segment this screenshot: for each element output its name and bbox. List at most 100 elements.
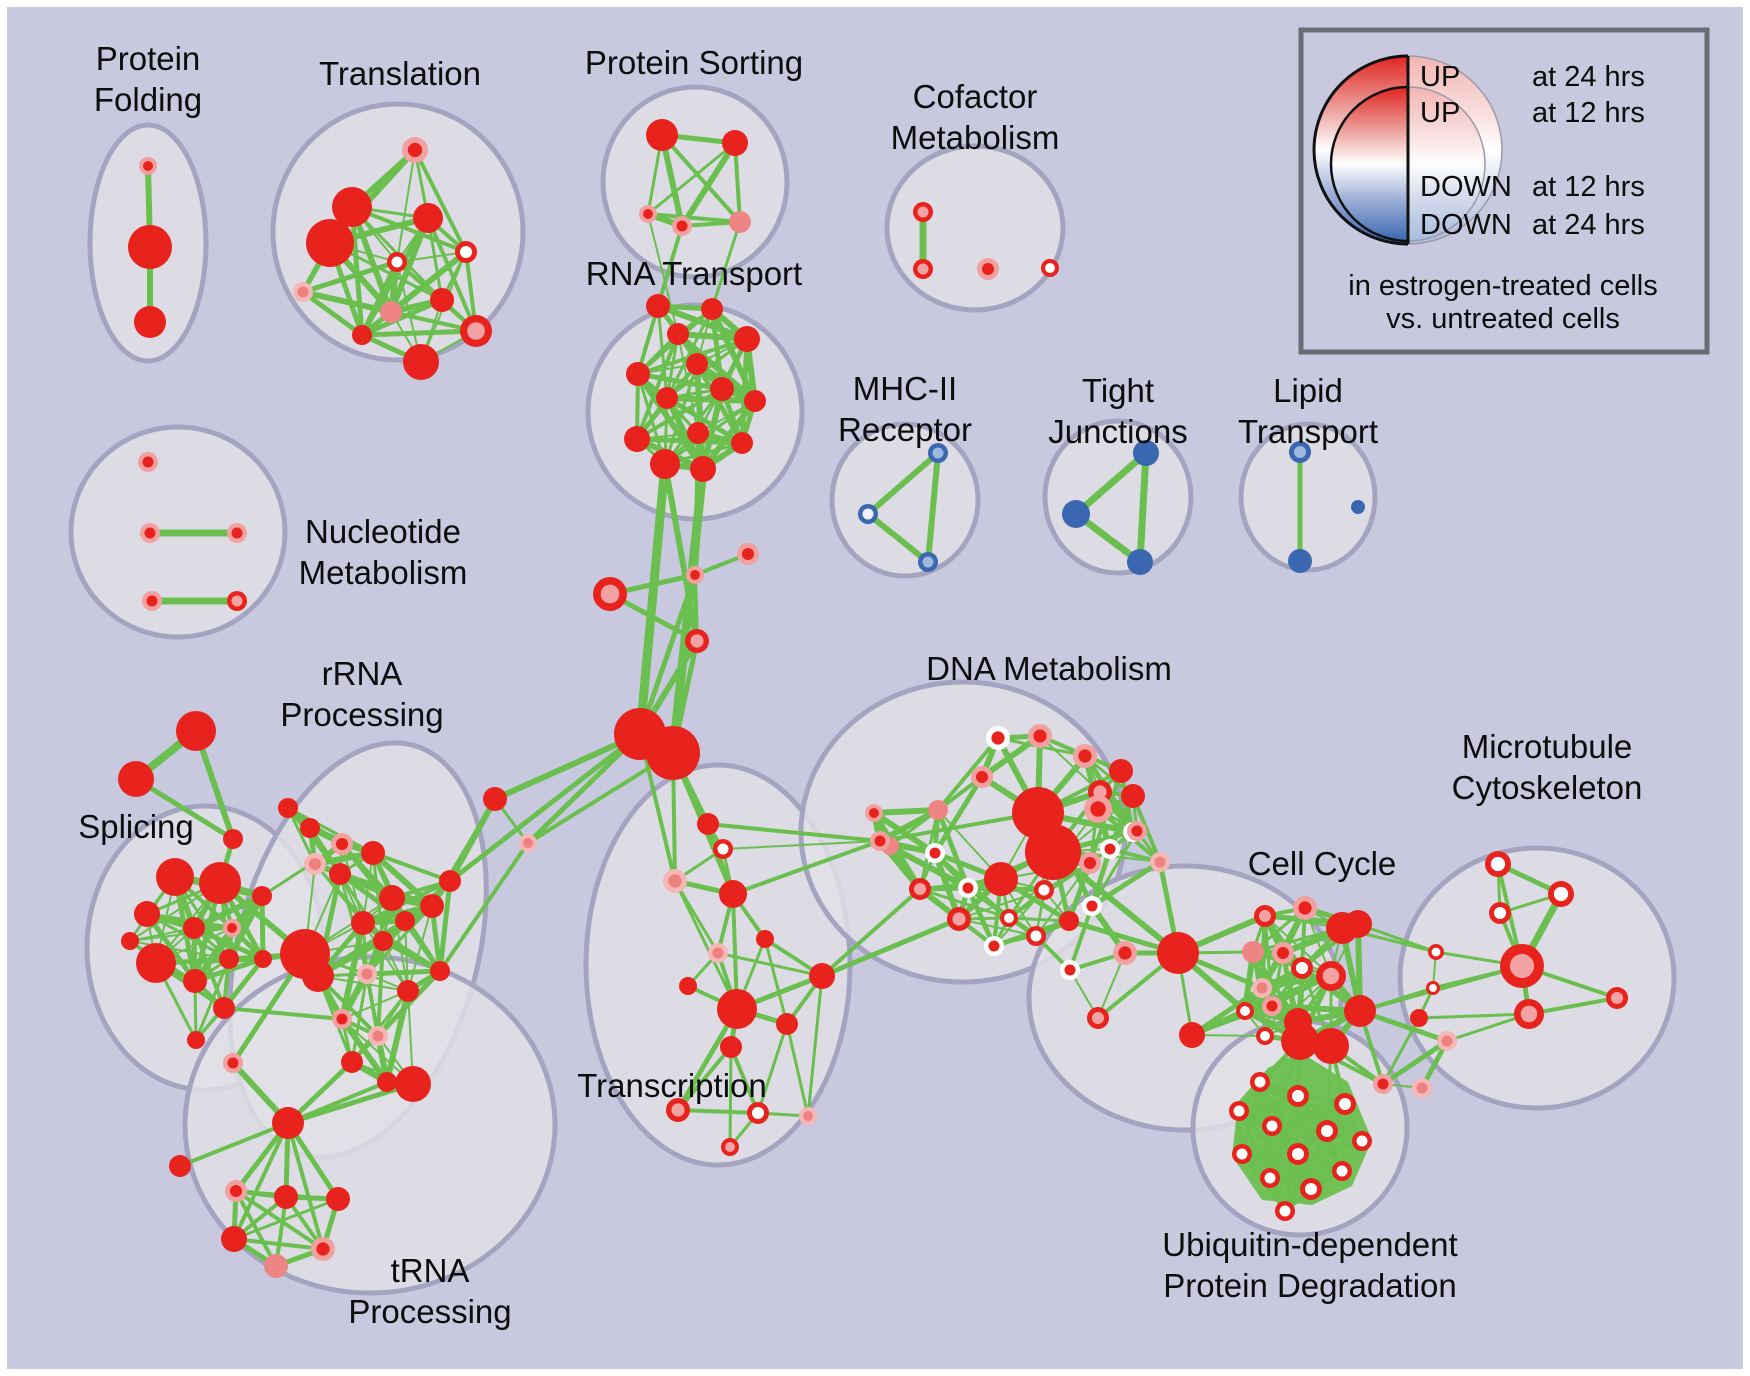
- network-edge: [1073, 450, 1149, 517]
- network-edge: [366, 968, 441, 977]
- network-node-center: [1038, 884, 1050, 896]
- network-node-center: [1254, 1076, 1266, 1088]
- network-node-translation: [430, 288, 454, 312]
- network-node-cell_cycle: [1179, 1022, 1205, 1048]
- network-node-center: [1004, 913, 1014, 923]
- network-edge: [1271, 1125, 1286, 1212]
- network-edge: [493, 731, 642, 802]
- network-edge: [1243, 973, 1333, 1014]
- network-node-rna_transport: [710, 377, 734, 401]
- network-edge: [438, 841, 530, 973]
- network-edge: [1008, 916, 1070, 923]
- network-node-center: [523, 838, 533, 848]
- network-edge: [179, 1121, 289, 1168]
- network-node-center: [932, 447, 944, 459]
- network-edge: [1090, 830, 1139, 907]
- legend-time-label-3: at 24 hrs: [1532, 209, 1645, 241]
- network-edge: [362, 922, 409, 992]
- network-edge: [936, 736, 1000, 812]
- network-edge: [647, 141, 736, 216]
- network-node-rrna_processing: [361, 841, 385, 865]
- network-node-rrna_processing: [300, 818, 320, 838]
- network-node-microtubule_cytoskeleton: [1410, 1009, 1428, 1027]
- network-node-cell_cycle: [1313, 1028, 1349, 1064]
- network-edge: [677, 1108, 759, 1115]
- network-node-center: [712, 947, 724, 959]
- network-edge: [662, 463, 700, 642]
- network-edge: [359, 260, 400, 337]
- network-node-center: [671, 1103, 685, 1117]
- network-edge: [866, 450, 940, 517]
- network-edge: [287, 806, 374, 855]
- network-node-center: [975, 770, 989, 784]
- network-node-center: [142, 456, 154, 468]
- network-edge: [872, 810, 937, 856]
- network-edge: [700, 399, 758, 471]
- network-edge: [656, 225, 684, 307]
- network-edge: [341, 990, 409, 1020]
- network-edge: [234, 1189, 325, 1251]
- network-node-protein_folding: [134, 306, 166, 338]
- network-edge: [664, 399, 756, 466]
- network-edge: [1381, 1038, 1449, 1087]
- network-node-center: [668, 874, 682, 888]
- network-node-transcription: [756, 930, 774, 948]
- network-node-center: [229, 1184, 243, 1198]
- network-edge: [785, 1023, 810, 1117]
- network-node-rrna_processing: [302, 960, 334, 992]
- network-edge: [733, 142, 742, 223]
- network-node-center: [1356, 1135, 1368, 1147]
- legend-inner-half-saturated: [1331, 87, 1408, 241]
- network-node-center: [231, 595, 243, 607]
- cluster-label-microtubule_cytoskeleton: Microtubule: [1462, 728, 1633, 765]
- network-node-rna_transport: [656, 387, 678, 409]
- network-node-rrna_processing: [397, 980, 419, 1002]
- cluster-label-ubiquitin_degradation: Protein Degradation: [1163, 1267, 1457, 1304]
- network-edge: [223, 1006, 343, 1021]
- cluster-label-cofactor_metabolism: Cofactor: [913, 78, 1038, 115]
- network-edge: [728, 1046, 733, 1148]
- network-edge: [261, 842, 343, 898]
- network-node-center: [1033, 729, 1047, 743]
- network-edge: [1238, 1109, 1328, 1133]
- network-node-center: [988, 940, 1000, 952]
- network-node-cell_cycle: [1242, 941, 1264, 963]
- network-edge: [302, 259, 398, 295]
- legend-footnote-line-0: in estrogen-treated cells: [1348, 270, 1658, 302]
- cluster-label-nucleotide_metabolism: Nucleotide: [305, 513, 461, 550]
- network-node-center: [407, 142, 423, 158]
- network-node-rrna_processing: [278, 798, 298, 818]
- cluster-label-nucleotide_metabolism: Metabolism: [299, 554, 468, 591]
- network-node-splicing: [219, 949, 239, 969]
- network-node-lipid_transport: [1351, 500, 1365, 514]
- network-edge: [1269, 1139, 1363, 1180]
- network-edge: [647, 213, 679, 335]
- cluster-label-tight_junctions: Tight: [1082, 372, 1154, 409]
- network-node-rrna_processing: [341, 1051, 363, 1073]
- network-node-dna_metabolism: [984, 862, 1018, 896]
- network-node-tight_junctions: [1133, 440, 1159, 466]
- network-edge: [635, 333, 680, 440]
- network-node-dna_metabolism: [1059, 911, 1079, 931]
- network-node-rna_transport: [690, 456, 716, 482]
- network-node-splicing: [183, 969, 207, 993]
- network-node-center: [391, 256, 403, 268]
- network-node-center: [459, 245, 473, 259]
- network-edge: [821, 916, 960, 979]
- network-node-center: [308, 857, 322, 871]
- network-node-center: [1264, 1172, 1276, 1184]
- network-edge: [1283, 1130, 1329, 1212]
- network-node-center: [1240, 1006, 1250, 1016]
- network-node-splice_bridge: [118, 761, 154, 797]
- network-node-center: [1320, 1124, 1334, 1138]
- network-node-translation: [380, 301, 402, 323]
- network-node-rrna_processing: [329, 863, 351, 885]
- legend-direction-label-1: UP: [1420, 97, 1460, 129]
- network-edge: [259, 895, 266, 960]
- legend-time-label-1: at 12 hrs: [1532, 97, 1645, 129]
- network-node-center: [1260, 1031, 1270, 1041]
- cluster-label-trna_processing: Processing: [348, 1293, 511, 1330]
- network-node-rna_transport: [667, 323, 689, 345]
- legend-direction-label-3: DOWN: [1420, 209, 1512, 241]
- cluster-label-dna_metabolism: DNA Metabolism: [926, 650, 1172, 687]
